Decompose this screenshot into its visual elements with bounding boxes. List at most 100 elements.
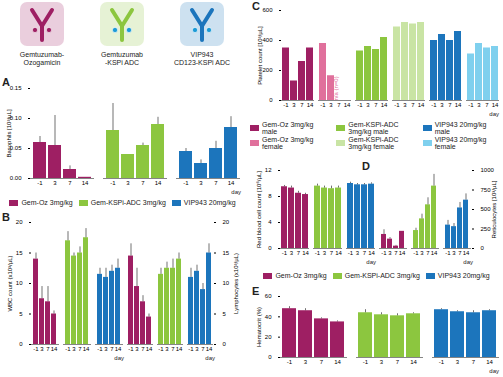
svg-text:14: 14 [492,102,499,108]
svg-text:-1: -1 [394,102,400,108]
svg-text:15: 15 [223,250,230,256]
svg-text:-1: -1 [439,359,445,365]
svg-text:1000: 1000 [481,167,495,173]
svg-text:20: 20 [16,219,23,225]
svg-text:14: 14 [418,102,425,108]
svg-text:Hematocrit (%): Hematocrit (%) [256,307,262,347]
svg-text:7: 7 [472,359,476,365]
svg-text:7: 7 [214,180,218,186]
svg-text:7: 7 [374,102,378,108]
svg-text:7: 7 [297,250,301,256]
svg-text:-1: -1 [188,346,194,352]
svg-text:Red blood cell count [10⁶/µL]: Red blood cell count [10⁶/µL] [256,171,262,248]
svg-text:0: 0 [223,341,227,347]
svg-text:7: 7 [396,359,400,365]
svg-text:3: 3 [195,346,199,352]
svg-text:400: 400 [262,37,273,43]
svg-text:3: 3 [104,346,108,352]
svg-text:3: 3 [356,250,360,256]
svg-text:3: 3 [165,346,169,352]
svg-text:8: 8 [268,193,272,199]
svg-text:3: 3 [53,180,57,186]
svg-text:7: 7 [485,102,489,108]
svg-text:3: 3 [199,180,203,186]
svg-text:7: 7 [300,102,304,108]
svg-text:-1: -1 [37,180,43,186]
svg-text:3: 3 [290,250,294,256]
svg-text:-1: -1 [468,102,474,108]
svg-text:7: 7 [363,250,367,256]
svg-text:7: 7 [320,359,324,365]
svg-text:3: 3 [292,102,296,108]
svg-text:3: 3 [456,359,460,365]
svg-text:4: 4 [268,219,272,225]
svg-text:14: 14 [463,250,470,256]
svg-text:0: 0 [268,354,272,360]
svg-text:Basophils [10³/µL]: Basophils [10³/µL] [6,109,12,157]
svg-text:3: 3 [135,346,139,352]
svg-text:14: 14 [307,102,314,108]
svg-text:7: 7 [141,180,145,186]
svg-text:Ozogamicin: Ozogamicin [24,59,61,67]
svg-text:14: 14 [82,180,89,186]
svg-text:7: 7 [411,102,415,108]
svg-text:-1: -1 [158,346,164,352]
svg-text:14: 14 [334,359,341,365]
svg-text:10: 10 [223,280,230,286]
svg-text:14: 14 [486,359,493,365]
svg-text:200: 200 [262,67,273,73]
svg-text:3: 3 [388,250,392,256]
svg-text:n/a (n=0): n/a (n=0) [333,76,339,100]
svg-text:-1: -1 [431,102,437,108]
svg-text:Platelet count [10³/µL]: Platelet count [10³/µL] [257,26,263,85]
svg-text:14: 14 [115,346,122,352]
svg-text:WBC count (x10³/µL): WBC count (x10³/µL) [7,255,13,311]
svg-text:-1: -1 [413,250,419,256]
svg-text:14: 14 [368,250,375,256]
svg-text:-1: -1 [282,250,288,256]
svg-text:14: 14 [302,250,309,256]
svg-text:3: 3 [323,250,327,256]
svg-text:3: 3 [329,102,333,108]
svg-text:7: 7 [448,102,452,108]
svg-text:-1: -1 [357,102,363,108]
svg-text:14: 14 [431,250,438,256]
svg-text:14: 14 [176,346,183,352]
svg-text:-1: -1 [320,102,326,108]
svg-text:12: 12 [265,167,272,173]
svg-text:Gemtuzumab-: Gemtuzumab- [20,51,65,58]
svg-text:14: 14 [335,250,342,256]
svg-text:20: 20 [223,219,230,225]
svg-text:5: 5 [19,311,23,317]
svg-text:14: 14 [206,346,213,352]
svg-text:3: 3 [452,250,456,256]
svg-text:-1: -1 [445,250,451,256]
svg-text:14: 14 [228,180,235,186]
svg-text:0: 0 [269,97,273,103]
svg-text:-1: -1 [315,250,321,256]
svg-text:20: 20 [265,334,272,340]
svg-text:14: 14 [344,102,351,108]
svg-text:3: 3 [40,346,44,352]
svg-text:VIP943: VIP943 [191,51,214,58]
svg-text:-1: -1 [381,250,387,256]
svg-text:-1: -1 [348,250,354,256]
svg-text:40: 40 [265,314,272,320]
svg-text:14: 14 [155,180,162,186]
svg-text:14: 14 [381,102,388,108]
svg-text:5: 5 [223,311,227,317]
svg-text:Gemtuzumab: Gemtuzumab [101,51,143,58]
svg-text:-1: -1 [33,346,39,352]
svg-text:-KSPi ADC: -KSPi ADC [105,59,139,66]
svg-text:600: 600 [262,7,273,13]
svg-text:14: 14 [83,346,90,352]
svg-text:CD123-KSPi ADC: CD123-KSPi ADC [174,59,230,66]
svg-text:3: 3 [126,180,130,186]
svg-text:60: 60 [265,293,272,299]
svg-text:7: 7 [330,250,334,256]
svg-text:3: 3 [403,102,407,108]
svg-text:14: 14 [51,346,58,352]
svg-text:14: 14 [146,346,153,352]
svg-text:15: 15 [16,250,23,256]
svg-text:-1: -1 [283,102,289,108]
